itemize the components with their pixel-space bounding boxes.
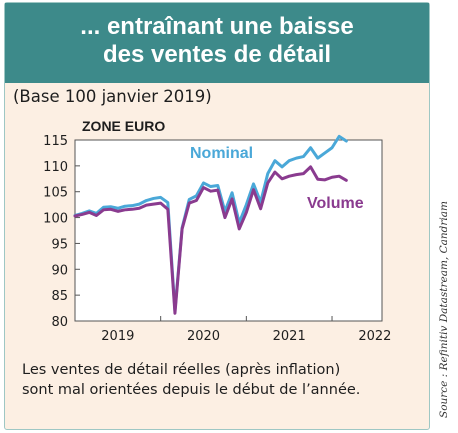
y-tick-label: 90	[51, 263, 68, 278]
header-title-line2: des ventes de détail	[102, 41, 332, 68]
y-axis: 80 85 90 95 100 105 110 115	[43, 134, 80, 330]
series-group	[73, 134, 348, 315]
header-title-line1: ... entraînant une baisse	[80, 13, 354, 40]
caption: Les ventes de détail réelles (après infl…	[22, 360, 422, 400]
series-label-nominal: Nominal	[190, 145, 253, 162]
y-tick-label: 95	[51, 237, 68, 252]
x-tick-label: 2019	[101, 329, 134, 344]
y-tick-label: 115	[43, 134, 68, 149]
source-note: Source : Refinitiv Datastream, Candriam	[432, 201, 458, 422]
y-tick-label: 85	[51, 289, 68, 304]
caption-line1: Les ventes de détail réelles (après infl…	[22, 362, 341, 378]
y-tick-label: 105	[43, 186, 68, 201]
x-axis: 2019 2020 2021 2022	[101, 316, 391, 344]
y-tick-label: 100	[43, 212, 68, 227]
series-labels: Nominal Volume	[190, 145, 364, 212]
x-tick-label: 2020	[187, 329, 220, 344]
source-text: Source : Refinitiv Datastream, Candriam	[438, 201, 450, 418]
chart-subtitle: (Base 100 janvier 2019)	[13, 87, 212, 106]
caption-line2: sont mal orientées depuis le début de l’…	[22, 382, 361, 398]
x-tick-label: 2022	[358, 329, 391, 344]
y-tick-label: 80	[51, 315, 68, 330]
series-line-volume	[73, 165, 348, 315]
chart-title: ZONE EURO	[82, 118, 165, 134]
plot-area	[74, 139, 383, 322]
y-tick-label: 110	[43, 160, 68, 175]
series-line-nominal	[73, 134, 348, 313]
series-label-volume: Volume	[307, 195, 364, 212]
x-tick-label: 2021	[273, 329, 306, 344]
header-banner: ... entraînant une baisse des ventes de …	[5, 3, 429, 83]
